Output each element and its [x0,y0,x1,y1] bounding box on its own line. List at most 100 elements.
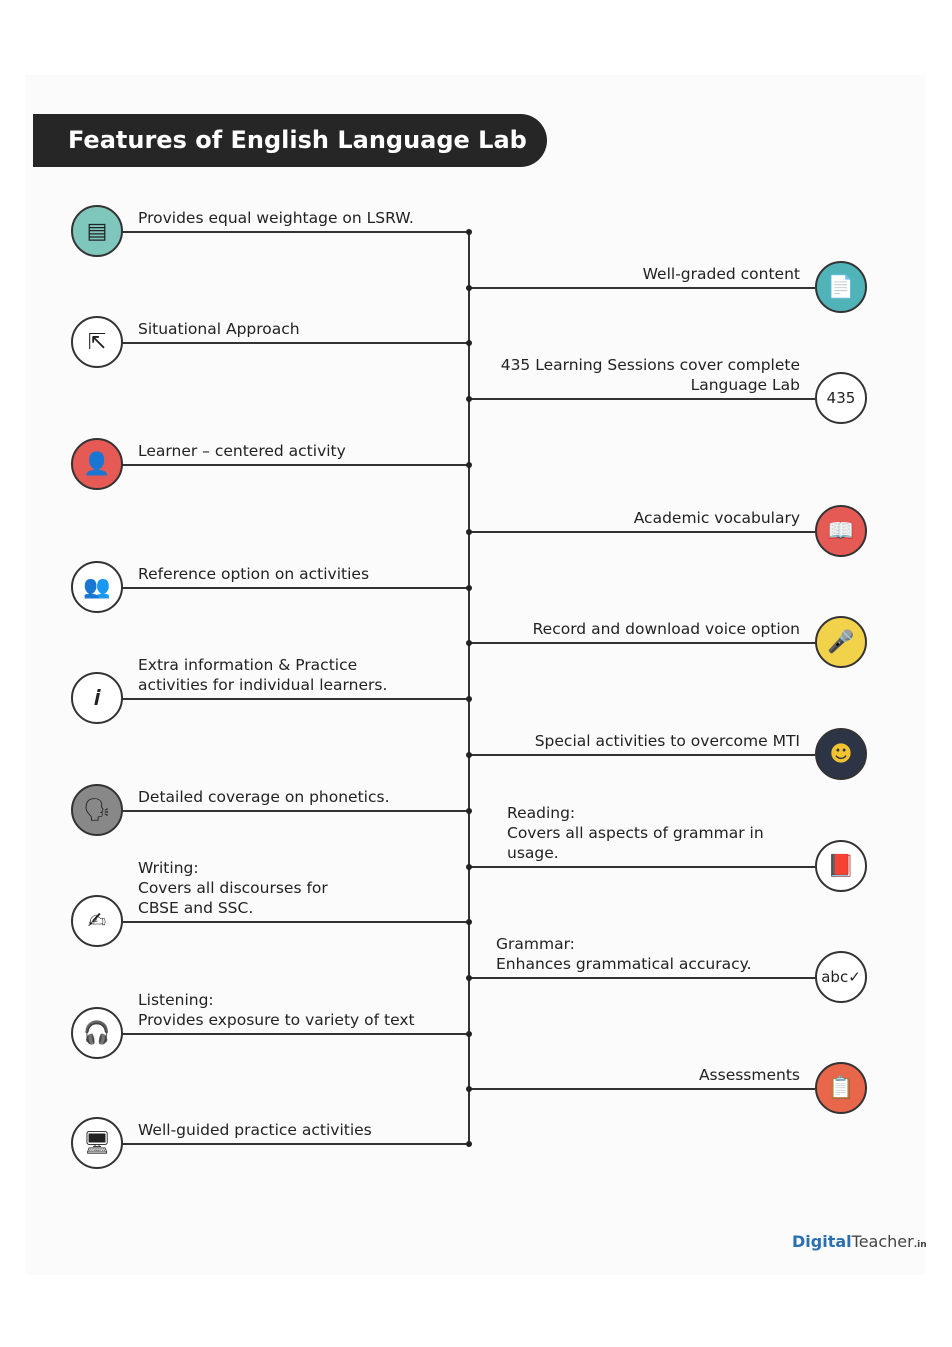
headphones-person-icon: 🎧 [71,1007,123,1059]
connector-node [466,285,472,291]
connector-node [466,529,472,535]
feature-label: Record and download voice option [533,619,800,639]
feature-label: Listening: Provides exposure to variety o… [138,990,415,1030]
feature-text-line: CBSE and SSC. [138,899,254,917]
connector-node [466,1031,472,1037]
microphone-folder-icon: 🎤 [815,616,867,668]
feature-text-line: Enhances grammatical accuracy. [496,955,752,973]
graded-document-icon: 📄 [815,261,867,313]
feature-text-line: Extra information & Practice [138,656,358,674]
feature-text-line: Covers all discourses for [138,879,328,897]
connector-node [466,585,472,591]
feature-text-line: Listening: [138,991,214,1009]
connector-node [466,1086,472,1092]
connector-line [469,977,815,979]
feature-label: 435 Learning Sessions cover complete Lang… [501,355,800,395]
connector-line [469,754,815,756]
connector-line [122,231,470,233]
background-panel [25,75,925,1275]
feature-text-line: Learner – centered activity [138,442,346,460]
feature-text-line: Assessments [698,1066,800,1084]
head-speaking-icon: ☻ [815,728,867,780]
connector-line [469,866,815,868]
timeline-spine [468,231,470,1143]
feature-text-line: activities for individual learners. [138,676,388,694]
feature-label: Reading: Covers all aspects of grammar in… [507,803,764,863]
feature-label: Academic vocabulary [634,508,800,528]
feature-label: Assessments [699,1065,800,1085]
connector-line [122,1033,470,1035]
connector-line [469,531,815,533]
feature-label: Grammar: Enhances grammatical accuracy. [496,934,752,974]
lsrw-book-icon: ▤ [71,205,123,257]
connector-node [466,229,472,235]
writing-person-icon: ✍ [71,895,123,947]
feature-label: Provides equal weightage on LSRW. [138,208,414,228]
connector-line [122,1143,470,1145]
connector-node [466,752,472,758]
connector-line [122,464,470,466]
feature-text-line: Language Lab [690,376,800,394]
connector-node [466,462,472,468]
feature-text-line: Well-graded content [642,265,800,283]
connector-line [469,642,815,644]
feature-text-line: Academic vocabulary [633,509,800,527]
connector-line [122,698,470,700]
connector-line [469,398,815,400]
feature-label: Detailed coverage on phonetics. [138,787,390,807]
learner-reading-icon: 👤 [71,438,123,490]
connector-node [466,864,472,870]
people-reference-icon: 👥 [71,561,123,613]
connector-line [122,587,470,589]
feature-text-line: Reading: [507,804,576,822]
feature-text-line: 435 Learning Sessions cover complete [500,356,800,374]
feature-text-line: usage. [507,844,559,862]
connector-line [469,287,815,289]
connector-node [466,808,472,814]
connector-node [466,975,472,981]
feature-label: Writing: Covers all discourses for CBSE an… [138,858,328,918]
feature-text-line: Special activities to overcome MTI [534,732,800,750]
connector-line [122,921,470,923]
connector-node [466,696,472,702]
feature-text-line: Grammar: [496,935,575,953]
feature-label: Extra information & Practice activities f… [138,655,387,695]
logo-brand: Digital [792,1232,852,1251]
number-435-icon: 435 [815,372,867,424]
direction-arrows-icon: ⇱ [71,316,123,368]
feature-text-line: Situational Approach [138,320,300,338]
feature-text-line: Covers all aspects of grammar in [507,824,764,842]
feature-label: Well-guided practice activities [138,1120,372,1140]
vocabulary-book-icon: 📖 [815,505,867,557]
connector-line [469,1088,815,1090]
feature-text-line: Provides equal weightage on LSRW. [138,209,414,227]
info-icon: 𝒊 [71,672,123,724]
connector-line [122,810,470,812]
feature-text-line: Provides exposure to variety of text [138,1011,415,1029]
feature-text-line: Writing: [138,859,199,877]
feature-label: Well-graded content [643,264,800,284]
clipboard-icon: 📋 [815,1062,867,1114]
feature-text-line: Well-guided practice activities [138,1121,372,1139]
connector-line [122,342,470,344]
feature-label: Situational Approach [138,319,300,339]
connector-node [466,640,472,646]
digital-teacher-logo: DigitalTeacher.in [792,1232,927,1251]
connector-node [466,340,472,346]
page-title: Features of English Language Lab [33,114,547,167]
practice-desk-icon: 🖥 [71,1117,123,1169]
reading-person-icon: 📕 [815,840,867,892]
connector-node [466,396,472,402]
connector-node [466,919,472,925]
feature-label: Reference option on activities [138,564,369,584]
feature-label: Special activities to overcome MTI [535,731,800,751]
feature-text-line: Detailed coverage on phonetics. [138,788,390,806]
feature-label: Learner – centered activity [138,441,346,461]
feature-text-line: Reference option on activities [138,565,370,583]
abc-check-icon: abc✓ [815,951,867,1003]
speaking-head-icon: 🗣 [71,784,123,836]
feature-text-line: Record and download voice option [532,620,800,638]
connector-node [466,1141,472,1147]
logo-brand2: Teacher [851,1232,914,1251]
